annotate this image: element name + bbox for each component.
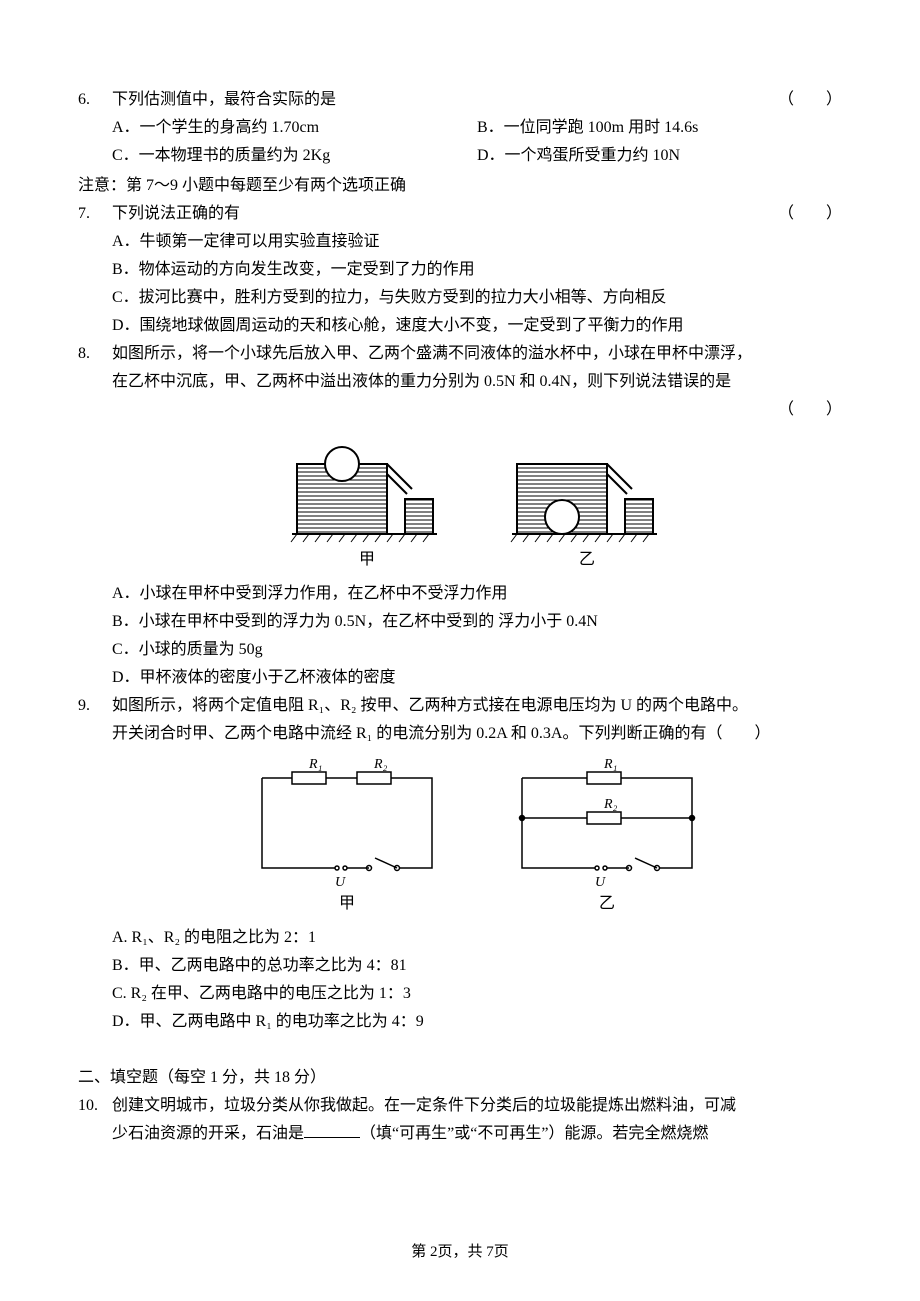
- parallel-circuit-icon: R₁ R₂ U: [507, 758, 707, 888]
- option-a: A．小球在甲杯中受到浮力作用，在乙杯中不受浮力作用: [112, 580, 842, 608]
- note-7-9: 注意：第 7～9 小题中每题至少有两个选项正确: [78, 172, 842, 200]
- figure-label-jia: 甲: [287, 546, 447, 574]
- question-stem-line1: 如图所示，将一个小球先后放入甲、乙两个盛满不同液体的溢水杯中，小球在甲杯中漂浮，: [112, 340, 842, 368]
- figure-label-jia: 甲: [247, 890, 447, 918]
- label-r2: R₂: [373, 758, 388, 772]
- figure-label-yi: 乙: [507, 890, 707, 918]
- option-c: C．一本物理书的质量约为 2Kg: [112, 142, 477, 170]
- overflow-cup-float-icon: [287, 434, 447, 544]
- option-a: A．牛顿第一定律可以用实验直接验证: [112, 228, 842, 256]
- option-d: D．甲杯液体的密度小于乙杯液体的密度: [112, 664, 842, 692]
- label-r1: R₁: [603, 758, 617, 772]
- option-b: B．甲、乙两电路中的总功率之比为 4：81: [112, 952, 842, 980]
- q10-line2-a: 少石油资源的开采，石油是: [112, 1125, 304, 1142]
- option-d: D．甲、乙两电路中 R₁ 的电功率之比为 4：9: [112, 1008, 842, 1036]
- question-number: 8.: [78, 340, 112, 368]
- option-c: C．小球的质量为 50g: [112, 636, 842, 664]
- option-b: B．物体运动的方向发生改变，一定受到了力的作用: [112, 256, 842, 284]
- label-r2: R₂: [603, 797, 618, 812]
- question-stem-line2: 在乙杯中沉底，甲、乙两杯中溢出液体的重力分别为 0.5N 和 0.4N，则下列说…: [112, 368, 731, 396]
- answer-paren: （ ）: [778, 200, 842, 228]
- fill-blank: [304, 1121, 360, 1138]
- question-number: 7.: [78, 200, 112, 228]
- question-stem-line1: 如图所示，将两个定值电阻 R₁、R₂ 按甲、乙两种方式接在电源电压均为 U 的两…: [112, 692, 842, 720]
- option-c: C. R₂ 在甲、乙两电路中的电压之比为 1：3: [112, 980, 842, 1008]
- section-2-title: 二、填空题（每空 1 分，共 18 分）: [78, 1064, 842, 1092]
- overflow-cup-sink-icon: [507, 434, 667, 544]
- option-a: A．一个学生的身高约 1.70cm: [112, 114, 477, 142]
- page-footer: 第 2页，共 7页: [0, 1239, 920, 1265]
- figure-q8: 甲: [112, 434, 842, 574]
- figure-label-yi: 乙: [507, 546, 667, 574]
- question-6: 6. 下列估测值中，最符合实际的是 （ ） A．一个学生的身高约 1.70cm …: [78, 86, 842, 170]
- figure-q9: R₁ R₂ U 甲: [112, 758, 842, 918]
- label-u: U: [335, 875, 346, 888]
- q10-line2-b: （填“可再生”或“不可再生”）能源。若完全燃烧燃: [360, 1125, 708, 1142]
- option-d: D．一个鸡蛋所受重力约 10N: [477, 142, 842, 170]
- question-8: 8. 如图所示，将一个小球先后放入甲、乙两个盛满不同液体的溢水杯中，小球在甲杯中…: [78, 340, 842, 692]
- question-stem: 下列说法正确的有: [112, 200, 240, 228]
- option-d: D．围绕地球做圆周运动的天和核心舱，速度大小不变，一定受到了平衡力的作用: [112, 312, 842, 340]
- option-c: C．拔河比赛中，胜利方受到的拉力，与失败方受到的拉力大小相等、方向相反: [112, 284, 842, 312]
- option-b: B．小球在甲杯中受到的浮力为 0.5N，在乙杯中受到的 浮力小于 0.4N: [112, 608, 842, 636]
- answer-paren: （ ）: [778, 396, 842, 424]
- option-b: B．一位同学跑 100m 用时 14.6s: [477, 114, 842, 142]
- option-a: A. R₁、R₂ 的电阻之比为 2：1: [112, 924, 842, 952]
- question-10: 10. 创建文明城市，垃圾分类从你我做起。在一定条件下分类后的垃圾能提炼出燃料油…: [78, 1092, 842, 1148]
- question-stem: 下列估测值中，最符合实际的是: [112, 86, 336, 114]
- answer-paren: （ ）: [778, 86, 842, 114]
- question-number: 9.: [78, 692, 112, 720]
- question-number: 6.: [78, 86, 112, 114]
- series-circuit-icon: R₁ R₂ U: [247, 758, 447, 888]
- question-number: 10.: [78, 1092, 112, 1120]
- question-9: 9. 如图所示，将两个定值电阻 R₁、R₂ 按甲、乙两种方式接在电源电压均为 U…: [78, 692, 842, 1036]
- question-stem-line2: 开关闭合时甲、乙两个电路中流经 R₁ 的电流分别为 0.2A 和 0.3A。下列…: [112, 725, 706, 742]
- label-u: U: [595, 875, 606, 888]
- label-r1: R₁: [308, 758, 322, 772]
- answer-paren: （ ）: [706, 725, 770, 742]
- q10-line1: 创建文明城市，垃圾分类从你我做起。在一定条件下分类后的垃圾能提炼出燃料油，可减: [112, 1092, 842, 1120]
- question-7: 7. 下列说法正确的有 （ ） A．牛顿第一定律可以用实验直接验证 B．物体运动…: [78, 200, 842, 340]
